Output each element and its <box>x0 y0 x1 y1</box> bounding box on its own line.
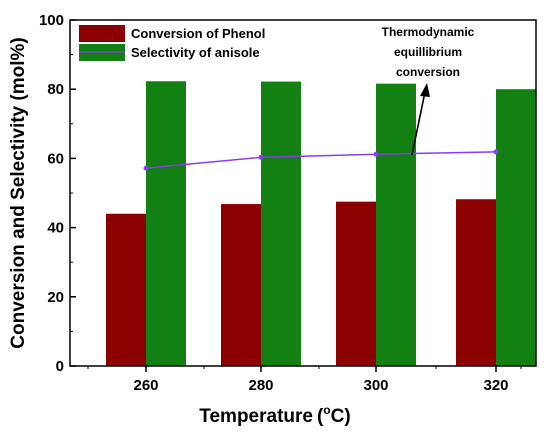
x-tick-label-280: 280 <box>248 377 273 394</box>
x-axis-title-unit-sup: o <box>323 403 330 417</box>
y-tick-label-0: 0 <box>56 358 64 375</box>
annotation-arrow-shaft <box>411 91 426 156</box>
equilibrium-point-300 <box>373 151 379 157</box>
bar-selectivity-320 <box>496 89 536 366</box>
x-axis-title-unit-close: C) <box>331 406 351 427</box>
equilibrium-point-320 <box>493 149 499 155</box>
y-tick-label-60: 60 <box>47 150 64 167</box>
annotation-line-3: conversion <box>396 65 460 79</box>
legend-label-selectivity: Selectivity of anisole <box>131 45 260 60</box>
y-axis: 0 20 40 60 80 100 <box>39 12 76 375</box>
bar-selectivity-300 <box>376 83 416 366</box>
annotation-line-1: Thermodynamic <box>382 25 475 39</box>
x-axis-title-unit-open: ( <box>317 406 324 427</box>
bar-conversion-320 <box>456 199 496 366</box>
legend-swatch-conversion <box>79 25 125 42</box>
x-tick-label-260: 260 <box>133 377 158 394</box>
x-axis-title: Temperature (oC) <box>199 403 350 427</box>
y-tick-label-40: 40 <box>47 220 64 237</box>
annotation-line-2: equillibrium <box>394 45 462 59</box>
y-axis-title: Conversion and Selectivity (mol%) <box>8 37 29 348</box>
equilibrium-line-group <box>143 149 499 171</box>
y-tick-label-100: 100 <box>39 12 64 29</box>
bar-selectivity-280 <box>261 81 301 366</box>
equilibrium-line <box>145 151 497 169</box>
legend-label-conversion: Conversion of Phenol <box>131 26 265 41</box>
bars-group <box>106 81 536 366</box>
x-tick-label-300: 300 <box>363 377 388 394</box>
x-tick-label-320: 320 <box>483 377 508 394</box>
y-tick-label-20: 20 <box>47 289 64 306</box>
bar-conversion-280 <box>221 204 261 366</box>
bar-conversion-300 <box>336 201 376 366</box>
x-axis: 260 280 300 320 <box>87 366 522 394</box>
bar-selectivity-260 <box>146 81 186 366</box>
equilibrium-point-260 <box>143 165 149 171</box>
bar-conversion-260 <box>106 213 146 366</box>
legend: Conversion of Phenol Selectivity of anis… <box>79 25 265 61</box>
annotation: Thermodynamic equillibrium conversion <box>382 25 475 156</box>
equilibrium-point-280 <box>258 154 264 160</box>
annotation-arrow-head <box>420 83 430 97</box>
x-axis-title-main: Temperature <box>199 406 313 427</box>
y-tick-label-80: 80 <box>47 81 64 98</box>
